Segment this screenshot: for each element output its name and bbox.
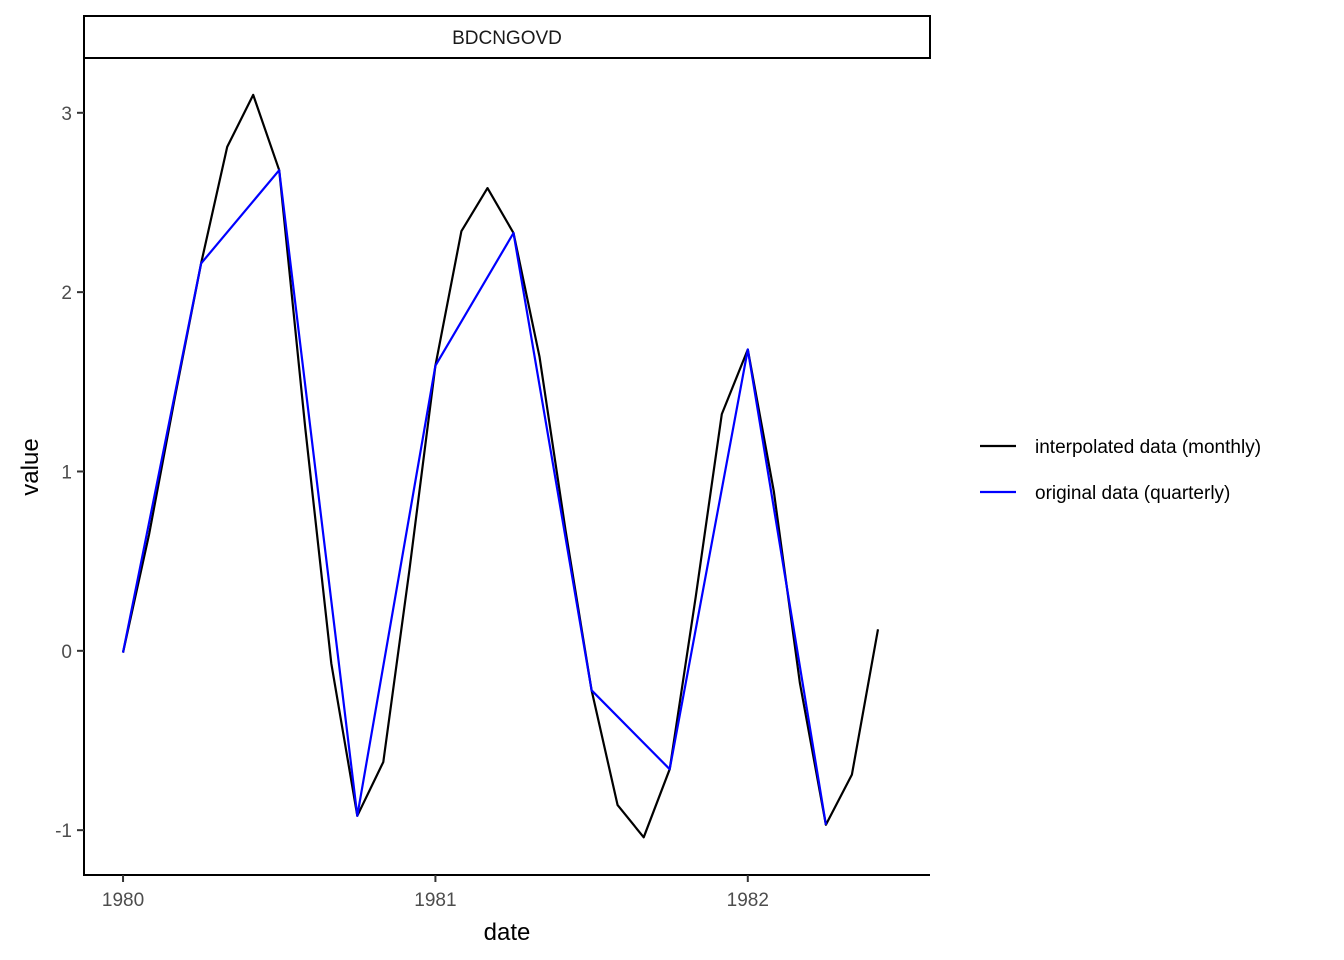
facet-strip: BDCNGOVD [83,15,931,59]
x-axis-ticks: 1980 1981 1982 [102,875,769,911]
series-line-interpolated [121,93,880,839]
y-tick-label: 3 [61,104,72,125]
y-tick-label: 2 [61,283,72,304]
x-tick-label: 1982 [727,890,769,911]
y-tick-label: 1 [61,462,72,483]
series-line-original [121,169,827,825]
x-tick-label: 1980 [102,890,144,911]
legend-label-interpolated: interpolated data (monthly) [1035,437,1261,458]
legend-label-original: original data (quarterly) [1035,483,1230,504]
x-axis-title: date [484,919,531,946]
y-axis-ticks: -1 0 1 2 3 [55,104,84,842]
x-tick-label: 1981 [414,890,456,911]
legend: interpolated data (monthly) original data… [980,437,1261,504]
y-axis-title: value [17,438,44,495]
facet-title: BDCNGOVD [452,28,562,49]
y-tick-label: 0 [61,642,72,663]
y-tick-label: -1 [55,821,72,842]
series-layer [121,93,880,839]
